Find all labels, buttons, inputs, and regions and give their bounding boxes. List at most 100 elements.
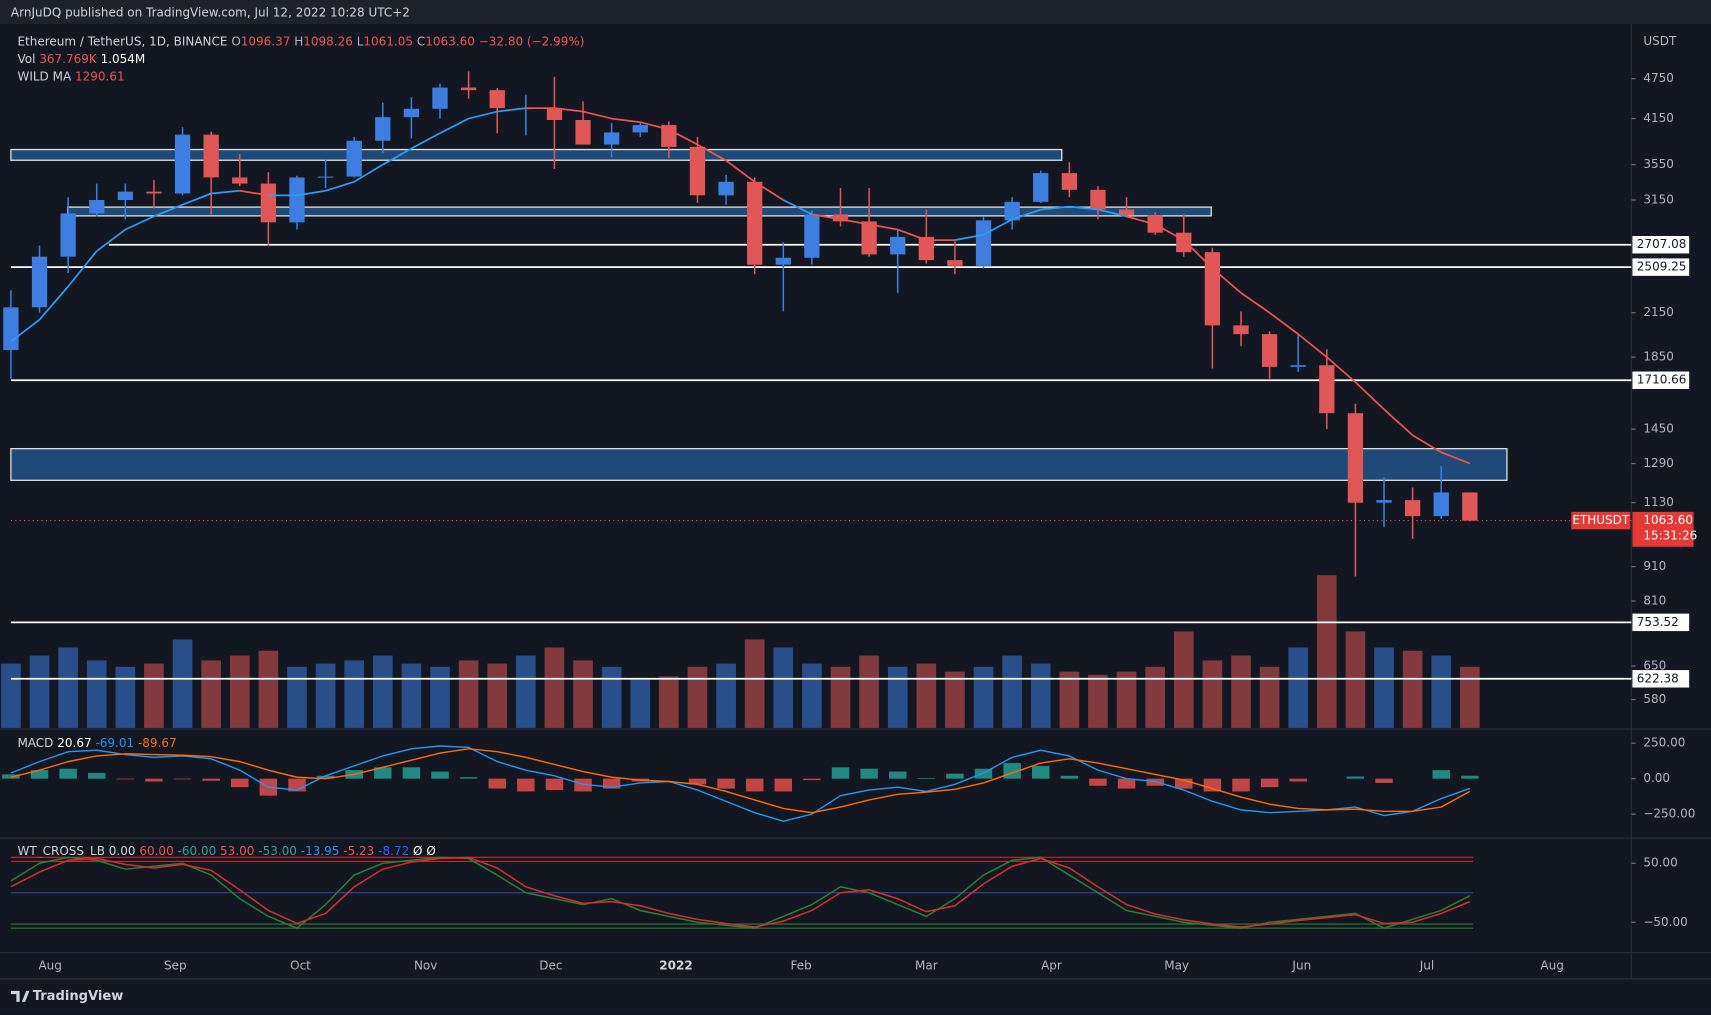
macd-hist [59, 768, 77, 779]
ma-segment [954, 233, 984, 241]
volume-bar [659, 676, 679, 728]
macd-hist [831, 767, 850, 779]
candle-body [117, 191, 133, 200]
candle-body [375, 117, 391, 141]
macd-hist [116, 778, 135, 780]
y-tick-label: 2150 [1643, 305, 1674, 319]
volume-bar [258, 650, 279, 728]
macd-hist [745, 778, 764, 792]
vol-value: 367.769K [39, 52, 98, 66]
volume-bar [115, 666, 136, 728]
logo [10, 990, 30, 1002]
candle-body [60, 213, 76, 257]
level-label: 1710.66 [1637, 373, 1687, 387]
candle-body [146, 191, 162, 194]
ma-segment [1326, 356, 1356, 383]
volume-bar [744, 639, 765, 728]
y-tick-label: 250.00 [1643, 736, 1685, 750]
x-tick-label: Apr [1041, 958, 1062, 972]
ma-segment [754, 181, 784, 201]
volume-bar [144, 663, 164, 728]
zone [66, 206, 1212, 217]
ma-segment [1211, 267, 1242, 294]
wt1-line [10, 856, 1471, 930]
candle-body [718, 181, 734, 196]
volume-bar [29, 655, 50, 728]
x-tick-label: Dec [539, 958, 562, 972]
ma-segment [1354, 381, 1385, 411]
volume-bar [1116, 671, 1137, 728]
ma-name: WILD MA [17, 69, 71, 83]
macd-hist [88, 772, 106, 779]
candle-body [89, 199, 105, 214]
zone [10, 447, 1508, 481]
wt-legend-value: 53.00 [220, 844, 254, 858]
candle-body [1462, 492, 1478, 521]
x-tick-label: Oct [290, 958, 311, 972]
c-value: 1063.60 [425, 34, 475, 48]
volume-bar [1088, 674, 1108, 728]
ma-segment [67, 250, 98, 288]
y-tick-label: 4750 [1643, 71, 1674, 85]
macd-signal: -89.67 [138, 736, 177, 750]
ma-segment [382, 147, 412, 166]
candle-body [1290, 365, 1306, 367]
ma-segment [811, 213, 841, 221]
ma-segment [1269, 312, 1299, 335]
volume-bar [601, 666, 622, 728]
volume-bar [344, 660, 365, 728]
volume-bar [830, 666, 851, 728]
publish-bar [0, 0, 1711, 25]
volume-bar [1, 663, 21, 728]
macd-hist [202, 778, 220, 781]
macd-hist [888, 771, 907, 779]
ma-segment [983, 218, 1013, 236]
volume-bar [315, 663, 336, 728]
wt-legend-value: -60.00 [178, 844, 217, 858]
y-tick-label: 810 [1643, 594, 1666, 608]
volume-bar [1173, 631, 1194, 728]
volume-bar [1345, 631, 1366, 728]
macd-legend: MACD 20.67 -69.01 -89.67 [17, 736, 176, 750]
ma-segment [468, 110, 498, 120]
volume-bar [1316, 575, 1337, 728]
macd-hist [231, 778, 249, 788]
wt2-line [10, 856, 1471, 928]
macd-hist [30, 770, 49, 779]
candle-body [575, 120, 591, 145]
ma-segment [554, 107, 584, 113]
ma-legend: WILD MA 1290.61 [17, 69, 124, 83]
candle-body [1319, 365, 1335, 414]
wt-legend-value: -5.23 [343, 844, 374, 858]
signal-line [10, 748, 1471, 814]
macd-hist [1089, 778, 1107, 786]
vol-name: Vol [17, 52, 35, 66]
o-value: 1096.37 [241, 34, 291, 48]
macd-hist [1232, 778, 1250, 792]
macd-hist [946, 773, 964, 779]
candle-body [775, 257, 791, 265]
x-tick-label: Jun [1291, 958, 1311, 972]
brand: TradingView [10, 989, 123, 1004]
ma-segment [897, 228, 927, 241]
wt-legend-value: Ø [426, 844, 435, 858]
volume-bar [86, 660, 107, 728]
volume-bar [687, 666, 708, 728]
volume-bar [1145, 666, 1165, 728]
volume-bar [1374, 647, 1394, 728]
price-tag [1632, 511, 1694, 547]
candle-body [604, 132, 620, 145]
macd-hist [402, 767, 421, 779]
zone [10, 148, 1063, 161]
macd-hist [860, 768, 878, 779]
ma-segment [124, 215, 155, 231]
ma-segment [410, 132, 441, 150]
ma-segment [640, 121, 670, 131]
macd-hist [517, 778, 535, 792]
volume-bar [172, 639, 193, 728]
volume-bar [1030, 663, 1051, 728]
countdown: 15:31:26 [1643, 528, 1697, 542]
y-tick-label: 1290 [1643, 456, 1674, 470]
macd-hist [1289, 778, 1307, 782]
x-tick-label: Feb [791, 958, 812, 972]
